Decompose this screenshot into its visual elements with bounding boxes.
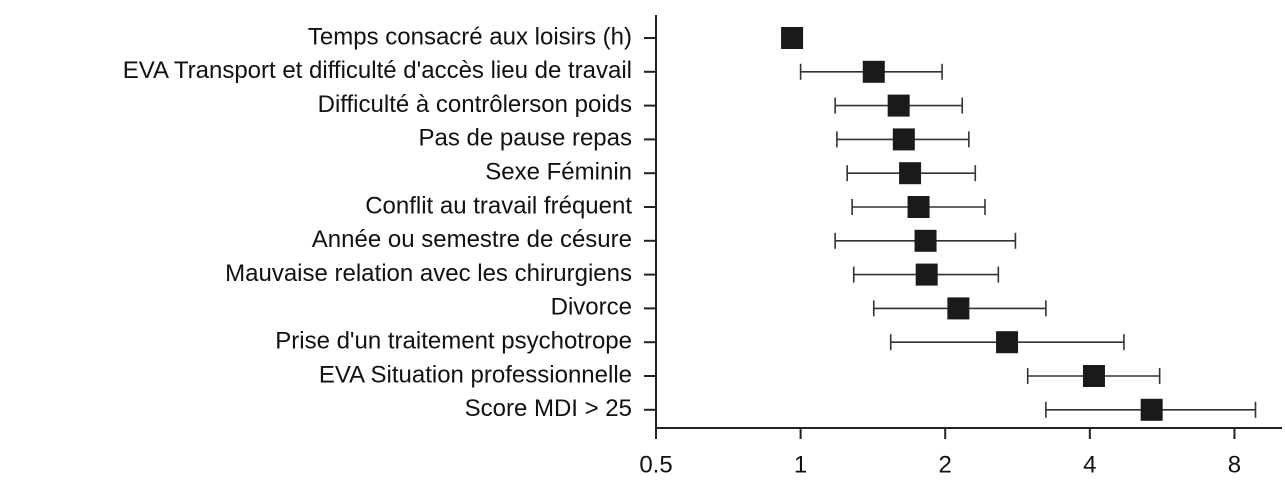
y-tick-label: Temps consacré aux loisirs (h) xyxy=(308,23,632,50)
y-tick-label: EVA Situation professionnelle xyxy=(319,361,632,388)
y-tick-label: Difficulté à contrôlerson poids xyxy=(318,91,632,118)
y-tick-label: Prise d'un traitement psychotrope xyxy=(275,328,632,355)
point-estimate xyxy=(1082,365,1105,387)
point-estimate xyxy=(887,94,910,117)
point-estimate xyxy=(907,196,930,218)
x-tick-label: 1 xyxy=(794,451,807,478)
point-estimate xyxy=(914,229,937,252)
x-tick-label: 2 xyxy=(939,451,952,478)
point-estimate xyxy=(947,297,970,320)
y-tick-label: Divorce xyxy=(551,294,632,321)
x-tick-label: 0.5 xyxy=(639,451,672,478)
point-estimate xyxy=(915,263,938,286)
y-tick-label: Mauvaise relation avec les chirurgiens xyxy=(225,260,632,287)
x-tick-label: 8 xyxy=(1228,451,1241,478)
point-estimate xyxy=(781,27,804,49)
point-estimate xyxy=(862,60,885,83)
point-estimate xyxy=(899,162,922,185)
y-tick-label: EVA Transport et difficulté d'accès lieu… xyxy=(123,57,632,84)
y-tick-label: Score MDI > 25 xyxy=(465,395,632,422)
y-tick-label: Sexe Féminin xyxy=(485,159,632,186)
point-estimate xyxy=(1140,398,1163,421)
x-tick-label: 4 xyxy=(1083,451,1096,478)
y-tick-label: Année ou semestre de césure xyxy=(312,226,632,253)
point-estimate xyxy=(996,331,1019,354)
point-estimate xyxy=(892,128,915,151)
y-tick-label: Conflit au travail fréquent xyxy=(365,192,632,219)
y-tick-label: Pas de pause repas xyxy=(419,125,632,152)
